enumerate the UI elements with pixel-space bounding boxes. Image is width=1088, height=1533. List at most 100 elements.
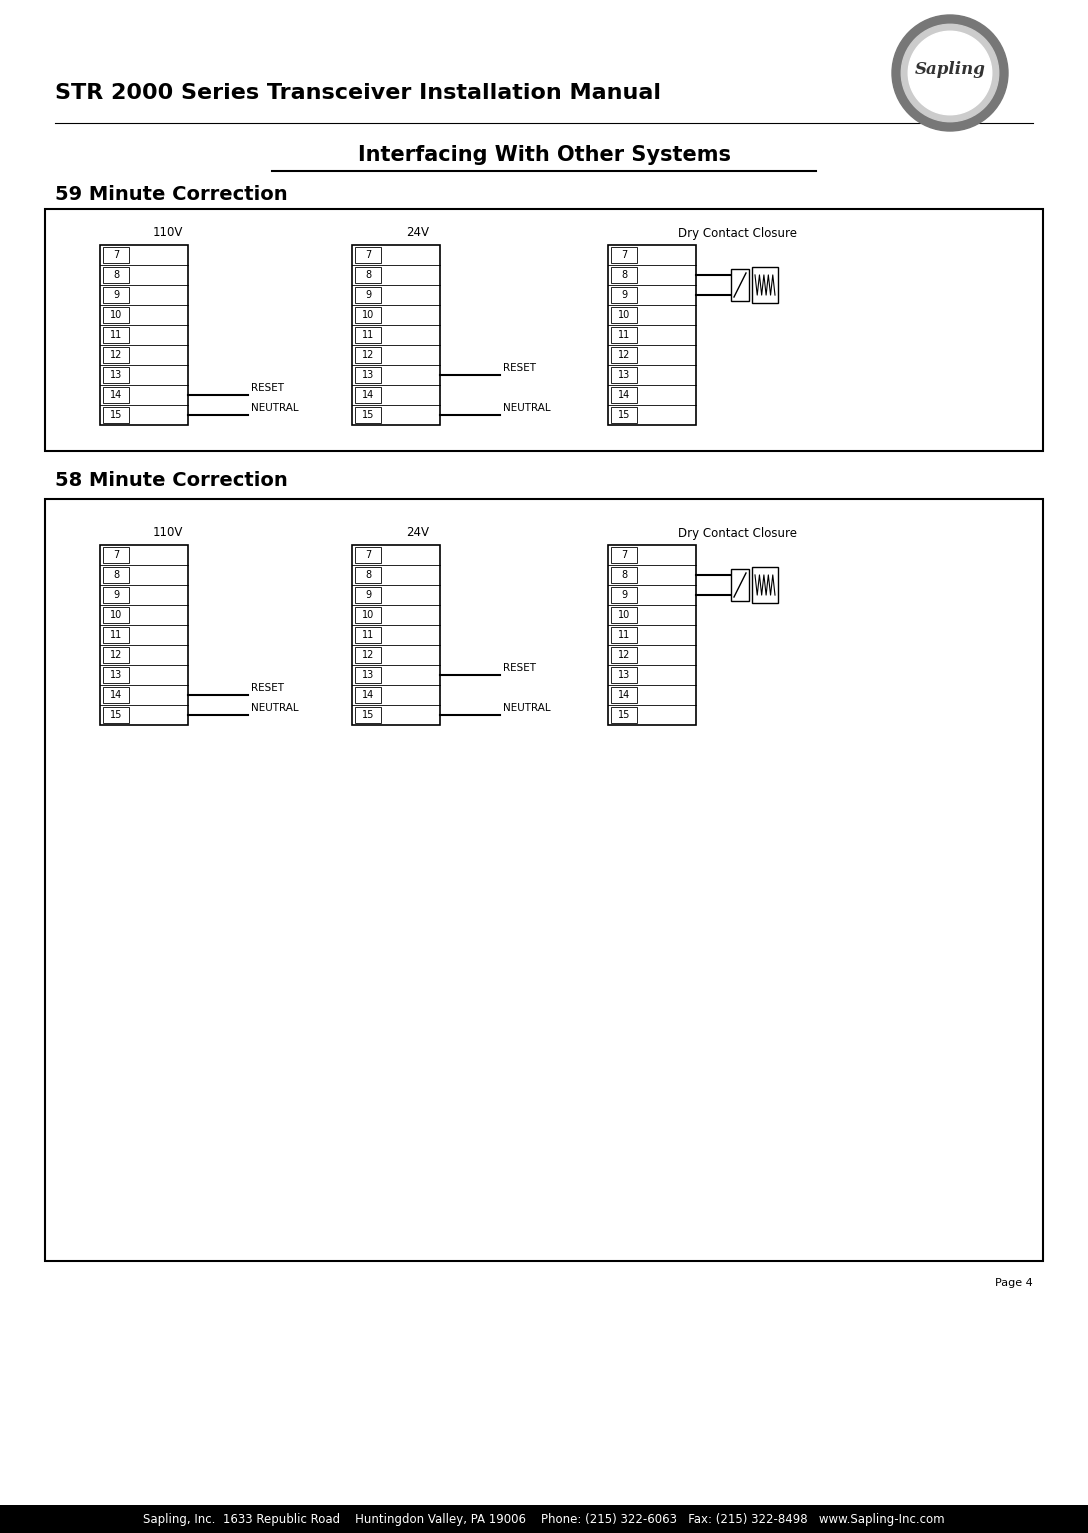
Text: 15: 15: [110, 409, 122, 420]
Text: 7: 7: [364, 250, 371, 261]
Bar: [355, 627, 381, 642]
Text: 10: 10: [362, 310, 374, 320]
Bar: [103, 607, 129, 622]
Bar: [611, 267, 636, 284]
Bar: [353, 245, 440, 425]
Text: 10: 10: [618, 310, 630, 320]
Bar: [355, 567, 381, 583]
Text: 8: 8: [113, 270, 119, 281]
Bar: [355, 287, 381, 304]
Bar: [611, 567, 636, 583]
Circle shape: [892, 15, 1007, 130]
Bar: [103, 587, 129, 602]
Bar: [355, 307, 381, 323]
Bar: [611, 287, 636, 304]
Bar: [611, 607, 636, 622]
Bar: [752, 267, 778, 304]
Bar: [103, 687, 129, 704]
Text: 110V: 110V: [152, 227, 183, 239]
Bar: [611, 627, 636, 642]
Bar: [355, 587, 381, 602]
Bar: [103, 267, 129, 284]
Text: 9: 9: [364, 590, 371, 599]
Bar: [103, 307, 129, 323]
Text: 12: 12: [362, 650, 374, 661]
Text: 9: 9: [621, 590, 627, 599]
Bar: [611, 406, 636, 423]
Text: 12: 12: [110, 350, 122, 360]
Bar: [103, 667, 129, 684]
Text: 10: 10: [618, 610, 630, 619]
Text: 14: 14: [110, 690, 122, 701]
Bar: [611, 587, 636, 602]
Text: 10: 10: [110, 610, 122, 619]
Text: 9: 9: [113, 590, 119, 599]
Bar: [355, 667, 381, 684]
Text: RESET: RESET: [251, 383, 284, 392]
Text: 11: 11: [618, 630, 630, 639]
Bar: [355, 346, 381, 363]
Bar: [611, 667, 636, 684]
Text: 14: 14: [362, 690, 374, 701]
Bar: [355, 547, 381, 563]
Text: 12: 12: [362, 350, 374, 360]
Bar: [103, 406, 129, 423]
Bar: [611, 307, 636, 323]
Text: RESET: RESET: [251, 684, 284, 693]
Text: 8: 8: [113, 570, 119, 579]
Text: NEUTRAL: NEUTRAL: [503, 403, 551, 412]
Text: 24V: 24V: [407, 227, 430, 239]
Text: 7: 7: [364, 550, 371, 560]
Text: 15: 15: [362, 710, 374, 721]
Text: Interfacing With Other Systems: Interfacing With Other Systems: [358, 146, 730, 166]
Bar: [103, 327, 129, 343]
Text: NEUTRAL: NEUTRAL: [503, 704, 551, 713]
Text: 8: 8: [364, 570, 371, 579]
Text: NEUTRAL: NEUTRAL: [251, 403, 298, 412]
Text: 13: 13: [362, 670, 374, 681]
Text: 7: 7: [113, 550, 119, 560]
Bar: [103, 647, 129, 662]
Bar: [611, 687, 636, 704]
Text: RESET: RESET: [503, 662, 536, 673]
Text: 12: 12: [110, 650, 122, 661]
Text: Sapling: Sapling: [915, 60, 986, 78]
Text: 12: 12: [618, 350, 630, 360]
Bar: [611, 327, 636, 343]
Text: 14: 14: [618, 389, 630, 400]
Text: NEUTRAL: NEUTRAL: [251, 704, 298, 713]
Bar: [355, 406, 381, 423]
Bar: [0, 1505, 1088, 1533]
Text: RESET: RESET: [503, 363, 536, 373]
Bar: [103, 547, 129, 563]
Bar: [103, 346, 129, 363]
Text: 11: 11: [362, 330, 374, 340]
Text: 13: 13: [618, 369, 630, 380]
Bar: [355, 247, 381, 264]
Text: Dry Contact Closure: Dry Contact Closure: [679, 526, 798, 540]
Text: 59 Minute Correction: 59 Minute Correction: [55, 185, 287, 204]
Bar: [611, 247, 636, 264]
Text: 11: 11: [110, 330, 122, 340]
Bar: [611, 547, 636, 563]
Text: 15: 15: [362, 409, 374, 420]
Text: 8: 8: [364, 270, 371, 281]
Text: 58 Minute Correction: 58 Minute Correction: [55, 472, 287, 491]
Bar: [100, 546, 188, 725]
Bar: [355, 707, 381, 724]
Bar: [611, 707, 636, 724]
Bar: [45, 208, 1043, 451]
Text: 9: 9: [621, 290, 627, 300]
Bar: [611, 647, 636, 662]
Text: 15: 15: [618, 409, 630, 420]
Bar: [103, 707, 129, 724]
Text: 13: 13: [618, 670, 630, 681]
Text: 14: 14: [362, 389, 374, 400]
Text: 8: 8: [621, 570, 627, 579]
Bar: [608, 546, 696, 725]
Bar: [611, 366, 636, 383]
Bar: [731, 268, 749, 300]
Bar: [355, 386, 381, 403]
Bar: [355, 647, 381, 662]
Bar: [45, 500, 1043, 1262]
